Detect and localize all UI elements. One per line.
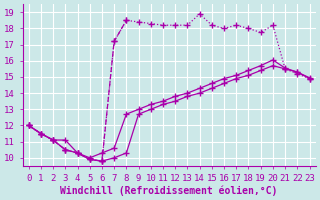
X-axis label: Windchill (Refroidissement éolien,°C): Windchill (Refroidissement éolien,°C) <box>60 185 278 196</box>
